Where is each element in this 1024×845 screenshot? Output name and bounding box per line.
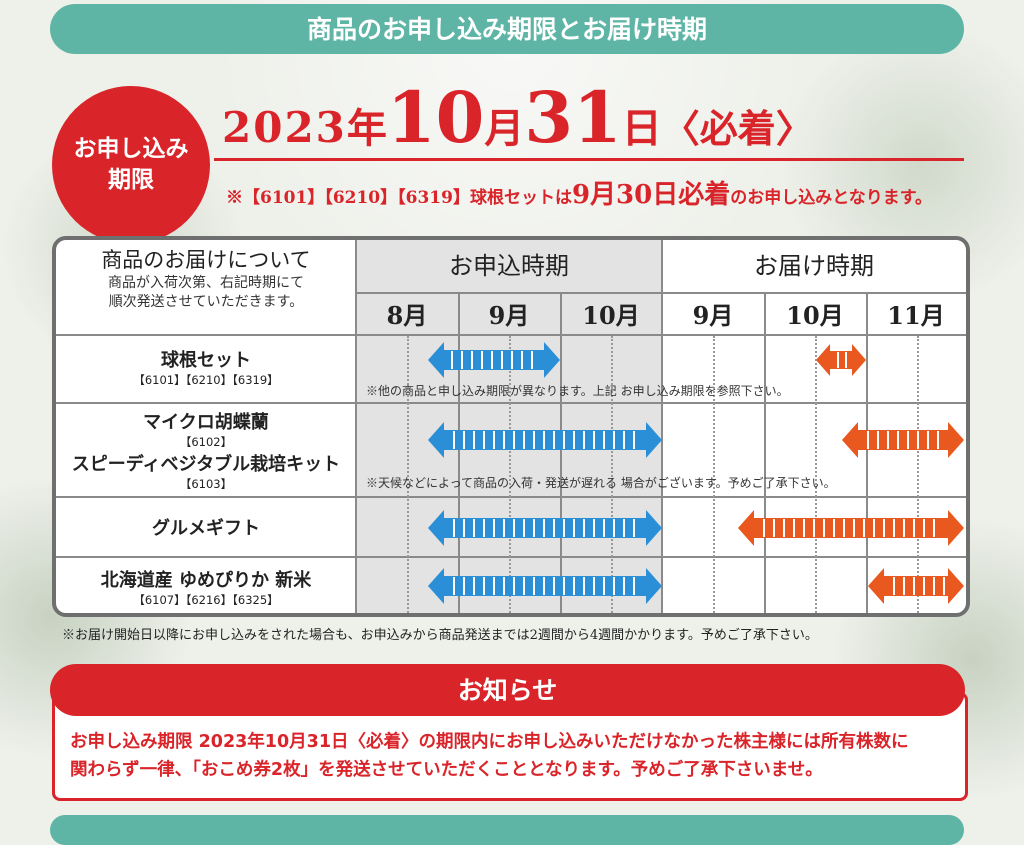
schedule-desc-line2: 順次発送させていただきます。 (108, 293, 304, 310)
row-veg-name: スピーディベジタブル栽培キット (71, 454, 341, 475)
grid-dotted-line (713, 336, 715, 613)
arrow-stripes (453, 577, 635, 595)
deadline-tsuki: 月 (484, 105, 525, 152)
delivery-month-oct: 10月 (786, 301, 844, 330)
delivery-arrow-rice-shape (868, 568, 964, 604)
row-orchid-code: 【6102】 (179, 435, 233, 449)
delivery-month-sep: 9月 (692, 301, 734, 330)
apply-arrow-rice (428, 568, 662, 604)
deadline-month: 10 (386, 76, 485, 159)
bulb-deadline-note: ※【6101】【6210】【6319】球根セットは9月30日必着のお申し込みとな… (226, 174, 932, 211)
row-bulb-code: 【6101】【6210】【6319】 (133, 373, 279, 387)
delivery-arrow-bulb-shape (816, 344, 866, 376)
delivery-arrow-gourmet-shape (738, 510, 964, 546)
deadline-badge: お申し込み 期限 (52, 86, 210, 244)
delivery-arrow-orchid-shape (842, 422, 964, 458)
row-orchid-note: ※天候などによって商品の入荷・発送が遅れる 場合がございます。予めご了承下さい。 (366, 476, 836, 490)
grid-divider (56, 402, 966, 404)
schedule-description: 商品のお届けについて 商品が入荷次第、右記時期にて 順次発送させていただきます。 (56, 244, 356, 312)
apply-arrow-bulb (428, 342, 560, 378)
arrow-stripes (893, 577, 945, 595)
delivery-arrow-orchid (842, 422, 964, 458)
deadline-nichi: 日 (621, 105, 662, 152)
row-gourmet-name: グルメギフト (152, 518, 260, 539)
delivery-period-header: お届け時期 (754, 252, 874, 280)
bulb-note-pre: ※【6101】【6210】【6319】球根セットは (226, 188, 572, 208)
section-title-banner: 商品のお申し込み期限とお届け時期 (50, 4, 964, 54)
date-underline (214, 158, 964, 161)
arrow-stripes (453, 431, 635, 449)
notice-line2: 関わらず一律、「おこめ券2枚」を発送させていただくこととなります。予めご了承下さ… (70, 760, 823, 780)
delivery-arrow-rice (868, 568, 964, 604)
grid-dotted-line (509, 336, 511, 613)
row-veg-code: 【6103】 (179, 477, 233, 491)
grid-dotted-line (917, 336, 919, 613)
grid-divider (458, 292, 460, 613)
grid-dotted-line (611, 336, 613, 613)
grid-dotted-line (815, 336, 817, 613)
bulb-note-date: 9月30日必着 (571, 180, 731, 210)
deadline-badge-line1: お申し込み (73, 135, 189, 162)
apply-month-oct: 10月 (582, 301, 640, 330)
notice-line1: お申し込み期限 2023年10月31日〈必着〉の期限内にお申し込みいただけなかっ… (70, 732, 909, 752)
grid-divider (356, 292, 966, 294)
grid-divider (56, 496, 966, 498)
grid-divider (355, 240, 357, 613)
arrow-stripes (453, 519, 635, 537)
row-bulb-set: 球根セット 【6101】【6210】【6319】 (56, 346, 356, 388)
delivery-arrow-bulb (816, 344, 866, 376)
deadline-day: 31 (524, 76, 622, 159)
delivery-arrow-gourmet (738, 510, 964, 546)
deadline-year: 2023 (222, 103, 347, 152)
row-yumepirika: 北海道産 ゆめぴりか 新米 【6107】【6216】【6325】 (56, 566, 356, 608)
row-rice-code: 【6107】【6216】【6325】 (133, 593, 279, 607)
apply-arrow-bulb-shape (428, 342, 560, 378)
row-orchid-name: マイクロ胡蝶蘭 (143, 412, 269, 433)
grid-divider (661, 240, 663, 613)
notice-title: お知らせ (50, 664, 965, 716)
arrow-stripes (867, 431, 939, 449)
arrow-stripes (837, 352, 847, 368)
grid-divider (764, 292, 766, 613)
grid-divider (56, 334, 966, 336)
schedule-desc-title: 商品のお届けについて (101, 248, 311, 272)
schedule-desc-line1: 商品が入荷次第、右記時期にて (108, 275, 304, 291)
apply-month-aug: 8月 (386, 301, 428, 330)
deadline-note: 〈必着〉 (661, 106, 814, 151)
delivery-month-nov: 11月 (887, 301, 945, 330)
notice-body: お申し込み期限 2023年10月31日〈必着〉の期限内にお申し込みいただけなかっ… (70, 728, 950, 784)
bulb-note-post: のお申し込みとなります。 (730, 188, 933, 208)
apply-arrow-gourmet (428, 510, 662, 546)
grid-divider (560, 292, 562, 613)
grid-divider (866, 292, 868, 613)
row-rice-name: 北海道産 ゆめぴりか 新米 (100, 570, 312, 591)
deadline-date: 2023年10月31日〈必着〉 (222, 76, 814, 160)
apply-month-sep: 9月 (488, 301, 530, 330)
arrow-stripes (763, 519, 935, 537)
grid-dotted-line (407, 336, 409, 613)
deadline-badge-line2: 期限 (108, 167, 154, 193)
arrow-stripes (451, 351, 533, 369)
row-bulb-note: ※他の商品と申し込み期限が異なります。上記 お申し込み期限を参照下さい。 (366, 384, 789, 398)
grid-divider (56, 556, 966, 558)
row-orchid-kit: マイクロ胡蝶蘭 【6102】 スピーディベジタブル栽培キット 【6103】 (56, 408, 356, 492)
next-section-banner (50, 815, 964, 845)
deadline-nen: 年 (346, 105, 387, 152)
row-bulb-name: 球根セット (161, 350, 251, 371)
delivery-footnote: ※お届け開始日以降にお申し込みをされた場合も、お申込みから商品発送までは2週間か… (62, 628, 818, 643)
schedule-table: 商品のお届けについて 商品が入荷次第、右記時期にて 順次発送させていただきます。… (52, 236, 970, 617)
row-gourmet-gift: グルメギフト (56, 514, 356, 540)
apply-arrow-orchid (428, 422, 662, 458)
apply-period-header: お申込時期 (449, 252, 569, 280)
